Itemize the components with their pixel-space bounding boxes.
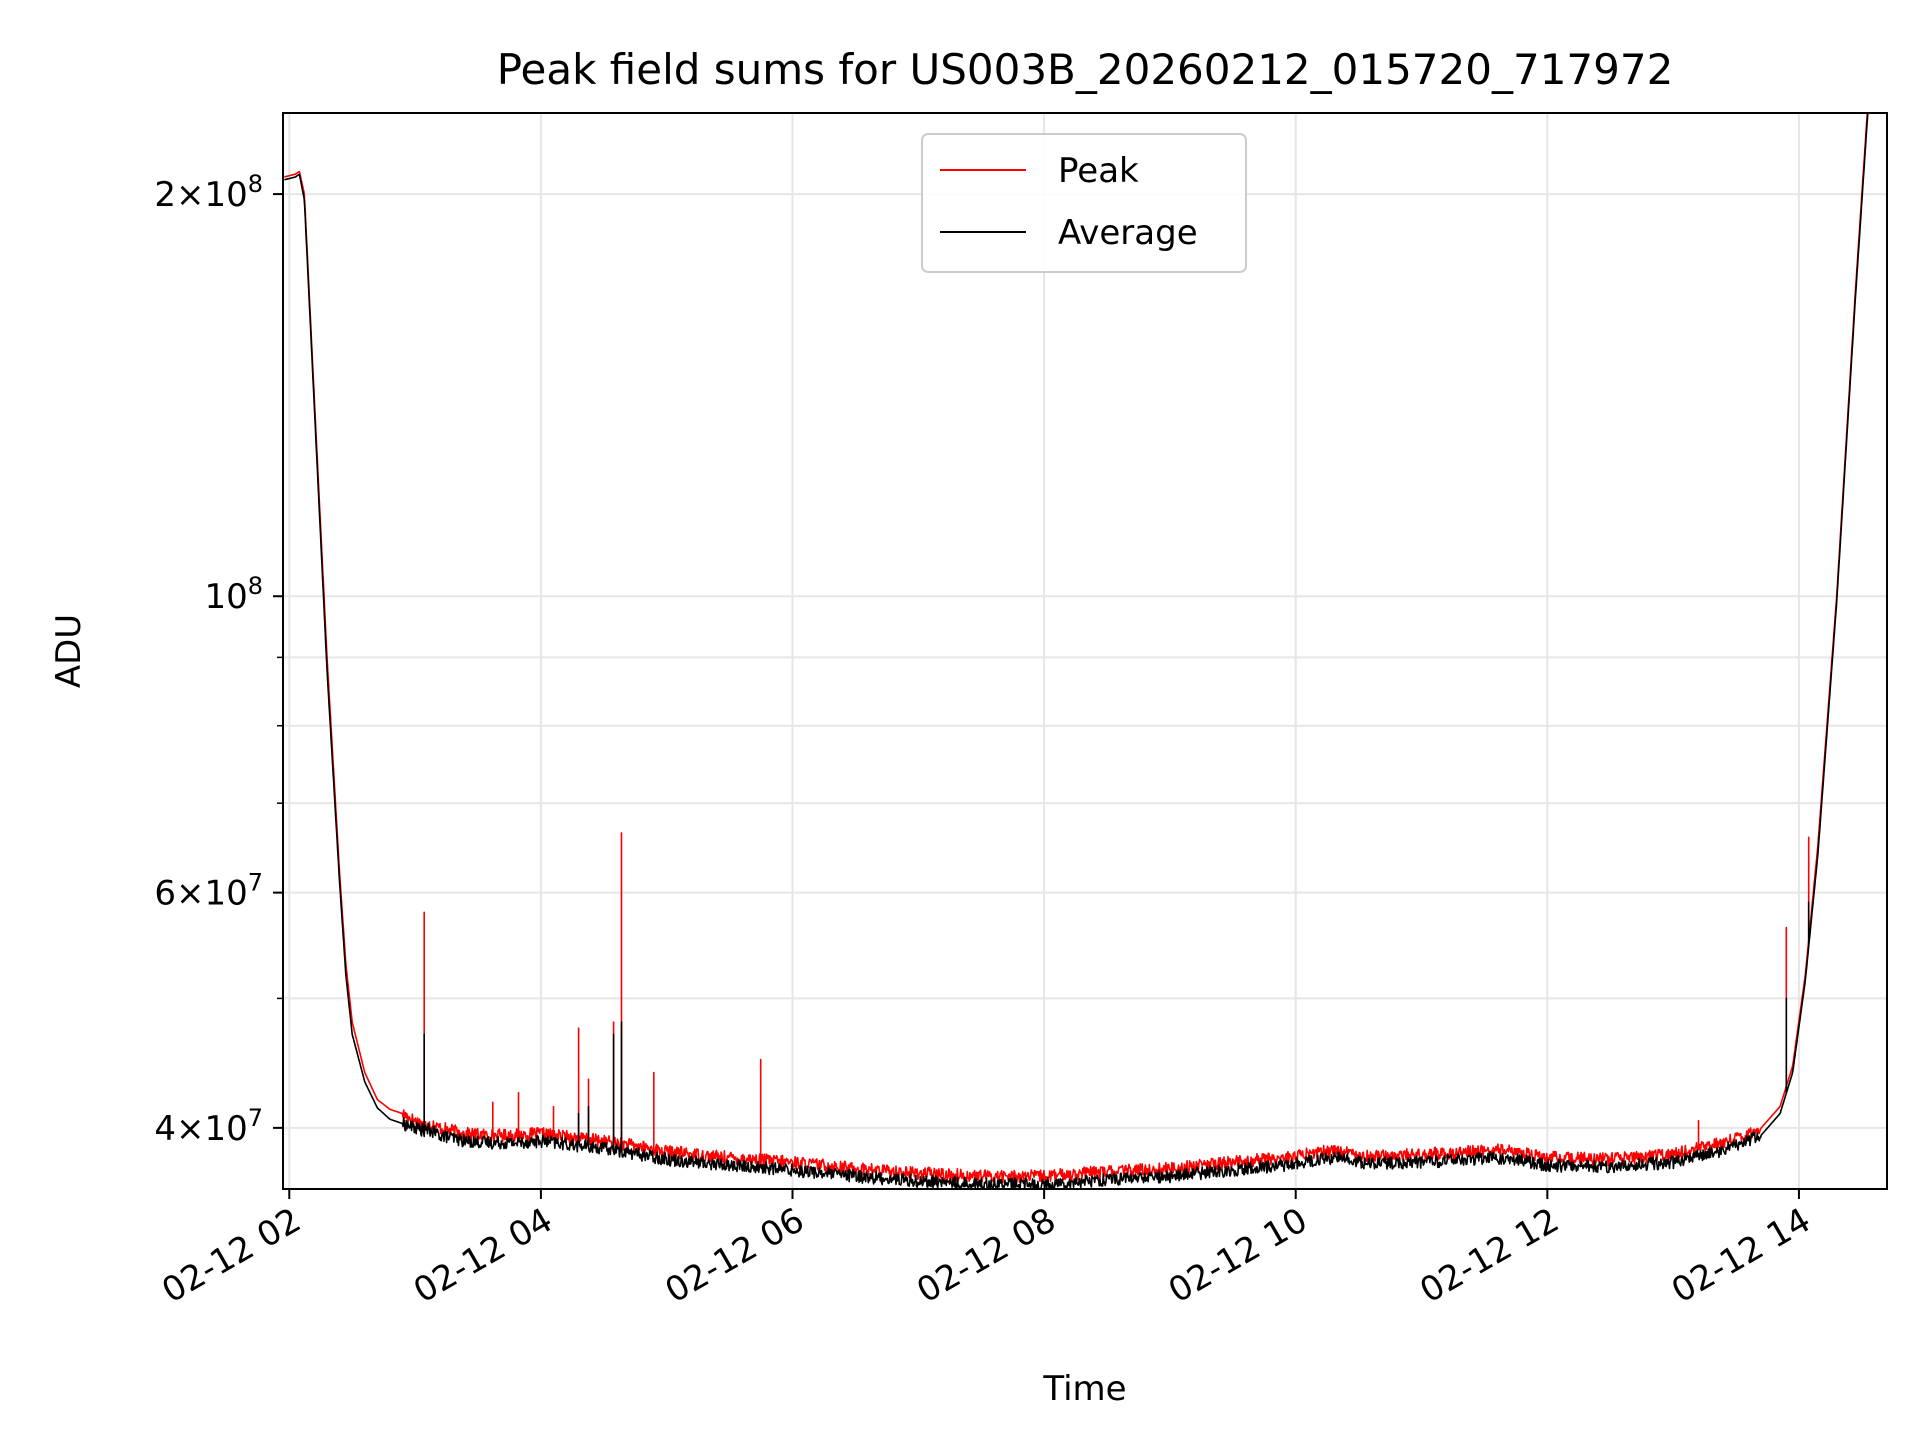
legend-label-average: Average bbox=[1058, 213, 1198, 253]
chart-title: Peak field sums for US003B_20260212_0157… bbox=[497, 45, 1674, 94]
plot-frame bbox=[282, 112, 1888, 1190]
y-axis: 4×107 6×107 108 2×108 bbox=[154, 170, 283, 1149]
y-tick-label: 108 bbox=[204, 572, 263, 617]
x-axis-title: Time bbox=[1042, 1369, 1126, 1409]
series-line-average bbox=[284, 113, 1869, 1189]
legend-label-peak: Peak bbox=[1058, 151, 1139, 191]
y-tick-label: 6×107 bbox=[154, 869, 263, 914]
plot-series bbox=[284, 113, 1869, 1189]
y-tick-label: 4×107 bbox=[154, 1104, 263, 1149]
y-tick-label: 2×108 bbox=[154, 170, 263, 215]
legend: Peak Average bbox=[921, 133, 1247, 273]
legend-box bbox=[921, 133, 1247, 273]
y-axis-title: ADU bbox=[49, 614, 89, 688]
